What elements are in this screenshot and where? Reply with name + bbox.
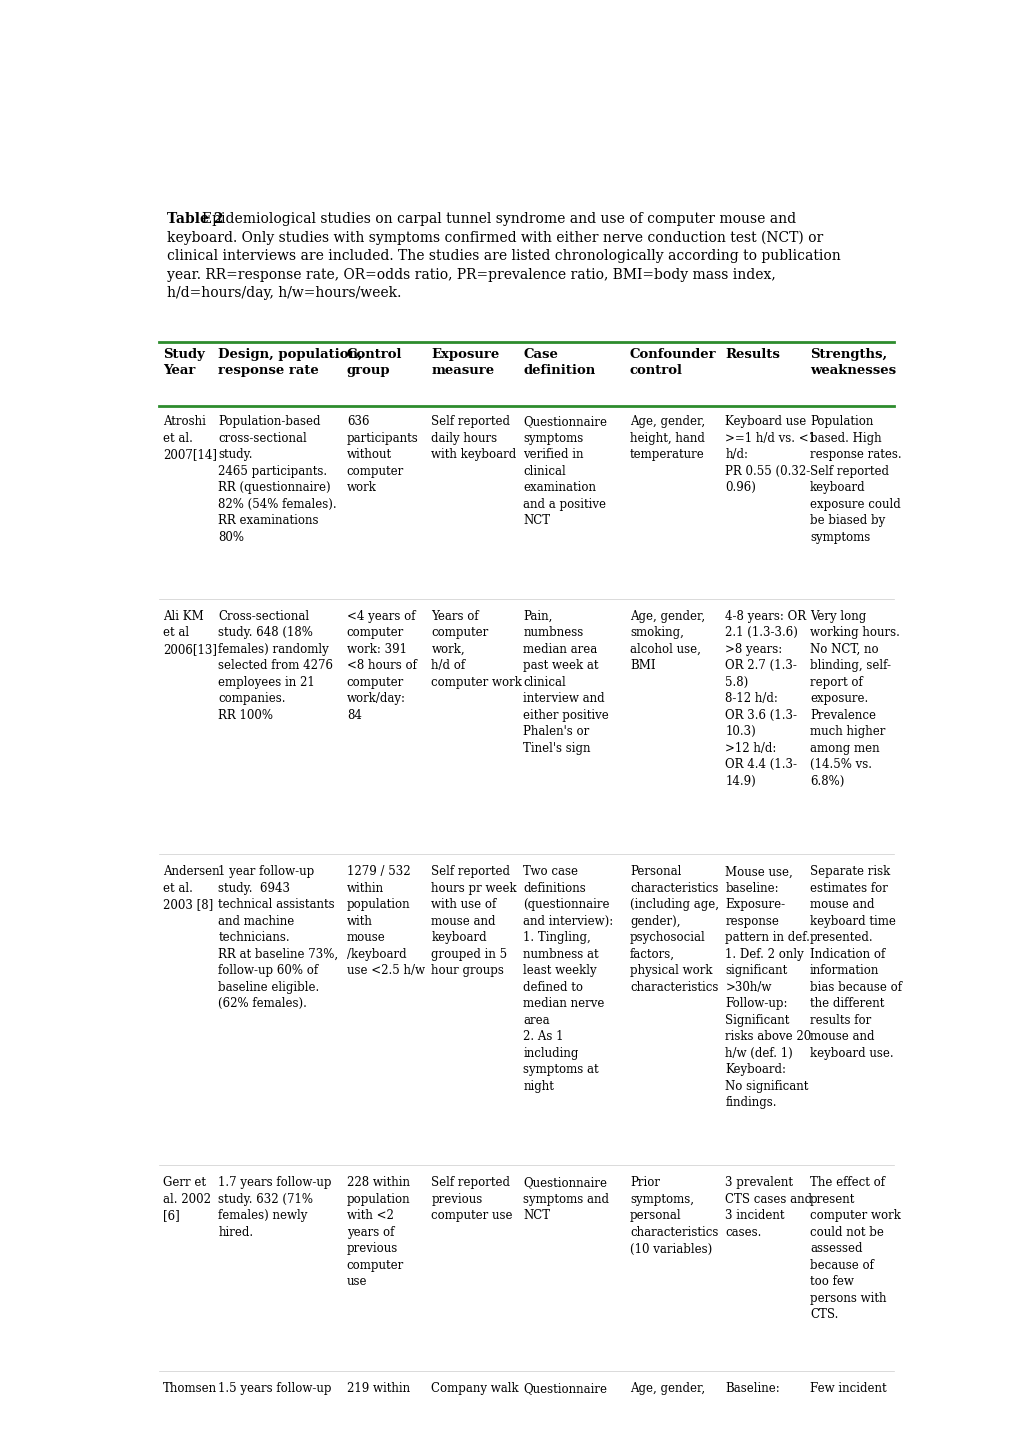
Text: Andersen
et al.
2003 [8]: Andersen et al. 2003 [8]: [163, 866, 219, 912]
Text: Atroshi
et al.
2007[14]: Atroshi et al. 2007[14]: [163, 416, 217, 462]
Text: Pain,
numbness
median area
past week at
clinical
interview and
either positive
P: Pain, numbness median area past week at …: [523, 610, 608, 755]
Text: Questionnaire: Questionnaire: [523, 1382, 606, 1395]
Text: Questionnaire
symptoms and
NCT: Questionnaire symptoms and NCT: [523, 1176, 608, 1222]
Text: Few incident: Few incident: [809, 1382, 886, 1395]
Text: Population-based
cross-sectional
study.
2465 participants.
RR (questionnaire)
82: Population-based cross-sectional study. …: [218, 416, 336, 544]
Text: Self reported
daily hours
with keyboard: Self reported daily hours with keyboard: [431, 416, 517, 462]
Text: Population
based. High
response rates.
Self reported
keyboard
exposure could
be : Population based. High response rates. S…: [809, 416, 901, 544]
Text: 228 within
population
with <2
years of
previous
computer
use: 228 within population with <2 years of p…: [346, 1176, 410, 1289]
Text: Study
Year: Study Year: [163, 348, 205, 377]
Text: Exposure
measure: Exposure measure: [431, 348, 499, 377]
Text: 1279 / 532
within
population
with
mouse
/keyboard
use <2.5 h/w: 1279 / 532 within population with mouse …: [346, 866, 425, 977]
Text: Very long
working hours.
No NCT, no
blinding, self-
report of
exposure.
Prevalen: Very long working hours. No NCT, no blin…: [809, 610, 899, 788]
Text: 219 within: 219 within: [346, 1382, 410, 1395]
Text: Epidemiological studies on carpal tunnel syndrome and use of computer mouse and
: Epidemiological studies on carpal tunnel…: [167, 212, 840, 300]
Text: Prior
symptoms,
personal
characteristics
(10 variables): Prior symptoms, personal characteristics…: [630, 1176, 717, 1255]
Text: Results: Results: [725, 348, 780, 361]
Text: Ali KM
et al
2006[13]: Ali KM et al 2006[13]: [163, 610, 217, 655]
Text: Baseline:: Baseline:: [725, 1382, 780, 1395]
Text: Thomsen: Thomsen: [163, 1382, 217, 1395]
Text: Table 2: Table 2: [167, 212, 223, 227]
Text: Separate risk
estimates for
mouse and
keyboard time
presented.
Indication of
inf: Separate risk estimates for mouse and ke…: [809, 866, 901, 1059]
Text: 1 year follow-up
study.  6943
technical assistants
and machine
technicians.
RR a: 1 year follow-up study. 6943 technical a…: [218, 866, 338, 1010]
Text: Design, population,
response rate: Design, population, response rate: [218, 348, 363, 377]
Text: Control
group: Control group: [346, 348, 401, 377]
Text: Mouse use,
baseline:
Exposure-
response
pattern in def.
1. Def. 2 only
significa: Mouse use, baseline: Exposure- response …: [725, 866, 811, 1110]
Text: Years of
computer
work,
h/d of
computer work: Years of computer work, h/d of computer …: [431, 610, 522, 688]
Text: Personal
characteristics
(including age,
gender),
psychosocial
factors,
physical: Personal characteristics (including age,…: [630, 866, 718, 994]
Text: Self reported
previous
computer use: Self reported previous computer use: [431, 1176, 513, 1222]
Text: Age, gender,: Age, gender,: [630, 1382, 704, 1395]
Text: Age, gender,
height, hand
temperature: Age, gender, height, hand temperature: [630, 416, 704, 462]
Text: Gerr et
al. 2002
[6]: Gerr et al. 2002 [6]: [163, 1176, 211, 1222]
Text: 1.7 years follow-up
study. 632 (71%
females) newly
hired.: 1.7 years follow-up study. 632 (71% fema…: [218, 1176, 331, 1240]
Text: Age, gender,
smoking,
alcohol use,
BMI: Age, gender, smoking, alcohol use, BMI: [630, 610, 704, 672]
Text: Strengths,
weaknesses: Strengths, weaknesses: [809, 348, 896, 377]
Text: 3 prevalent
CTS cases and
3 incident
cases.: 3 prevalent CTS cases and 3 incident cas…: [725, 1176, 812, 1240]
Text: Cross-sectional
study. 648 (18%
females) randomly
selected from 4276
employees i: Cross-sectional study. 648 (18% females)…: [218, 610, 333, 722]
Text: The effect of
present
computer work
could not be
assessed
because of
too few
per: The effect of present computer work coul…: [809, 1176, 900, 1322]
Text: Confounder
control: Confounder control: [630, 348, 715, 377]
Text: <4 years of
computer
work: 391
<8 hours of
computer
work/day:
84: <4 years of computer work: 391 <8 hours …: [346, 610, 417, 722]
Text: Self reported
hours pr week
with use of
mouse and
keyboard
grouped in 5
hour gro: Self reported hours pr week with use of …: [431, 866, 517, 977]
Text: 4-8 years: OR
2.1 (1.3-3.6)
>8 years:
OR 2.7 (1.3-
5.8)
8-12 h/d:
OR 3.6 (1.3-
1: 4-8 years: OR 2.1 (1.3-3.6) >8 years: OR…: [725, 610, 806, 788]
Text: Questionnaire
symptoms
verified in
clinical
examination
and a positive
NCT: Questionnaire symptoms verified in clini…: [523, 416, 606, 527]
Text: 636
participants
without
computer
work: 636 participants without computer work: [346, 416, 418, 495]
Text: Case
definition: Case definition: [523, 348, 595, 377]
Text: Two case
definitions
(questionnaire
and interview):
1. Tingling,
numbness at
lea: Two case definitions (questionnaire and …: [523, 866, 613, 1092]
Text: Keyboard use
>=1 h/d vs. <1
h/d:
PR 0.55 (0.32-
0.96): Keyboard use >=1 h/d vs. <1 h/d: PR 0.55…: [725, 416, 815, 495]
Text: Company walk: Company walk: [431, 1382, 519, 1395]
Text: 1.5 years follow-up: 1.5 years follow-up: [218, 1382, 331, 1395]
